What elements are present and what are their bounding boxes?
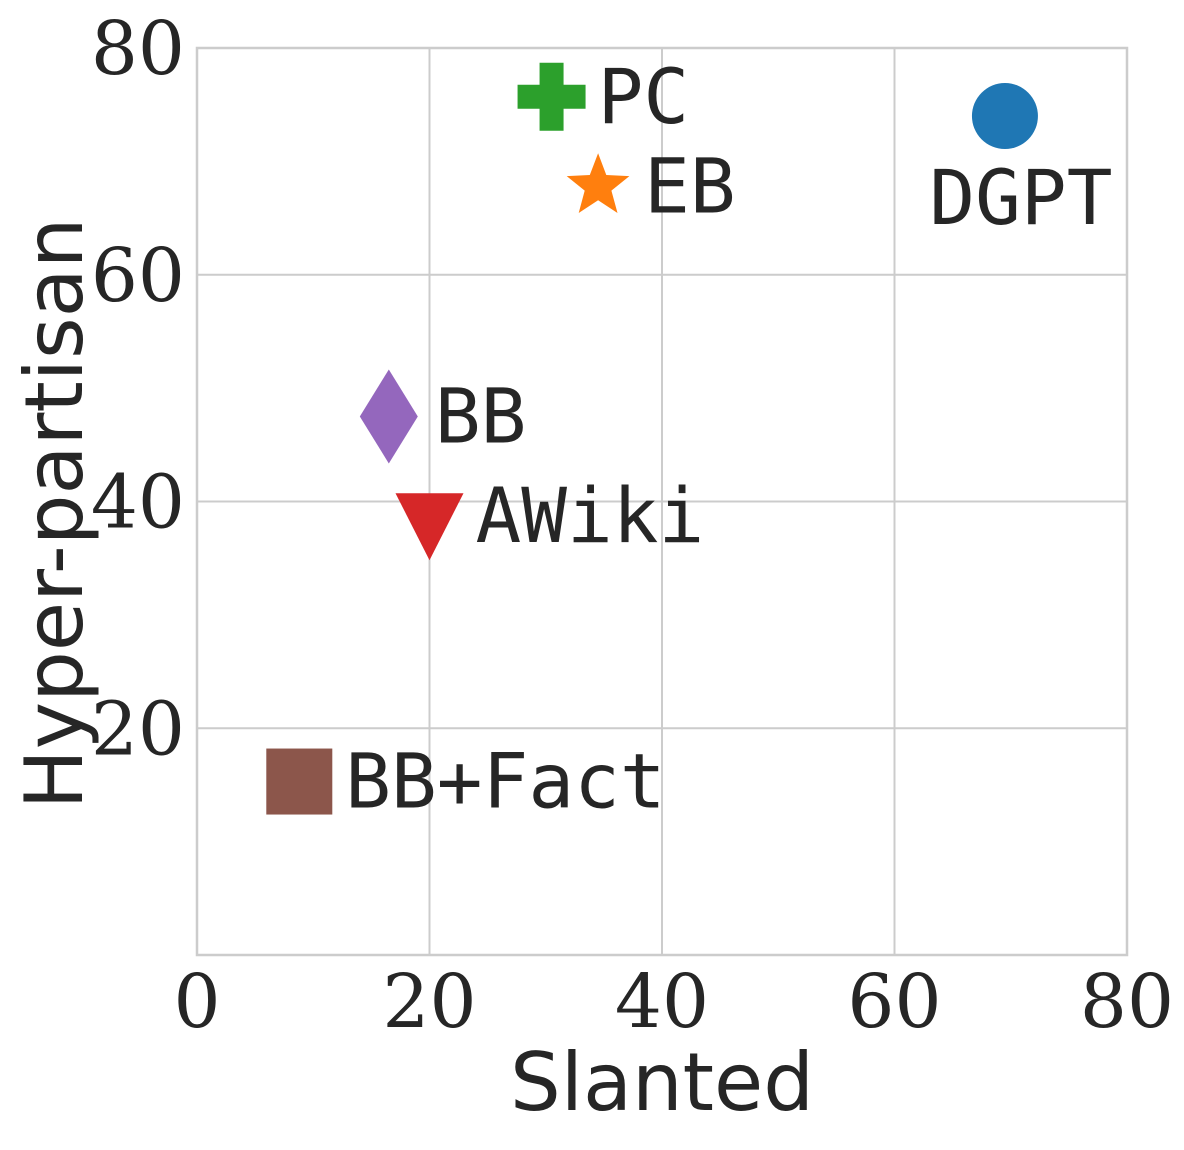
point-label: PC: [598, 52, 690, 141]
data-point: DGPT: [929, 83, 1112, 242]
point-label: EB: [644, 141, 736, 230]
y-axis-label: Hyper-partisan: [8, 218, 101, 810]
data-point: BB+Fact: [266, 737, 666, 826]
x-tick-label: 0: [173, 959, 220, 1045]
x-tick-label: 40: [615, 959, 709, 1045]
x-tick-label: 80: [1080, 959, 1174, 1045]
point-label: BB+Fact: [345, 737, 665, 826]
y-tick-label: 80: [91, 6, 185, 92]
data-point: PC: [517, 52, 690, 141]
x-tick-label: 20: [382, 959, 476, 1045]
point-label: AWiki: [476, 471, 705, 560]
point-label: BB: [435, 371, 527, 460]
data-point: AWiki: [395, 471, 705, 561]
tick-labels: 0 20 40 60 80 20 40 60 80: [91, 6, 1174, 1045]
awiki-marker: [395, 493, 464, 561]
x-tick-label: 60: [847, 959, 941, 1045]
point-label: DGPT: [929, 153, 1112, 242]
plot-frame: [195, 46, 1129, 957]
pc-marker: [517, 62, 586, 131]
y-tick-label: 40: [91, 460, 185, 546]
data-point: BB: [359, 369, 527, 464]
bb-marker: [359, 369, 418, 464]
y-tick-label: 20: [91, 686, 185, 772]
eb-marker: [566, 153, 630, 213]
dgpt-marker: [971, 83, 1038, 150]
x-axis-label: Slanted: [510, 1036, 814, 1129]
bb-fact-marker: [266, 748, 333, 815]
data-point: EB: [566, 141, 736, 230]
y-tick-label: 60: [91, 233, 185, 319]
